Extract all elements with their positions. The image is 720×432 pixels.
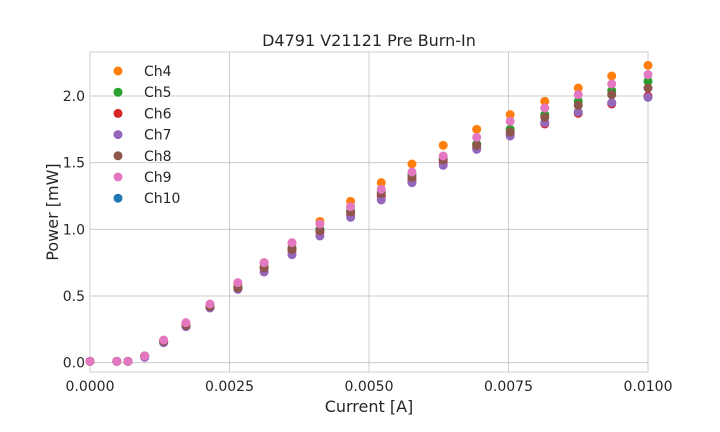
legend-item: Ch9	[113, 170, 172, 186]
y-tick-label: 1.5	[63, 156, 85, 172]
legend-marker	[113, 130, 123, 140]
data-point	[472, 132, 482, 142]
data-point	[643, 60, 653, 70]
x-tick-label: 0.0100	[624, 379, 673, 395]
data-point	[438, 151, 448, 161]
legend-marker	[113, 193, 123, 203]
data-point	[438, 140, 448, 150]
data-point	[607, 71, 617, 81]
data-point	[233, 278, 243, 288]
data-point	[540, 112, 550, 122]
data-point	[607, 98, 617, 108]
data-point	[259, 258, 269, 268]
data-point	[123, 356, 133, 366]
legend-label: Ch8	[144, 149, 172, 165]
y-tick-label: 0.5	[63, 289, 85, 305]
data-point	[540, 103, 550, 113]
data-point	[573, 90, 583, 100]
legend-item: Ch10	[113, 191, 180, 207]
data-point	[315, 219, 325, 229]
x-tick-label: 0.0050	[345, 379, 394, 395]
legend-item: Ch5	[113, 85, 172, 101]
x-tick-labels: 0.0000 0.0025 0.0050 0.0075 0.0100	[66, 379, 673, 395]
y-tick-label: 1.0	[63, 222, 85, 238]
data-point	[643, 70, 653, 80]
data-point	[346, 202, 356, 212]
data-point	[407, 159, 417, 169]
legend-label: Ch5	[144, 85, 172, 101]
data-point	[376, 195, 386, 205]
x-tick-label: 0.0025	[205, 379, 254, 395]
y-tick-label: 0.0	[63, 356, 85, 372]
x-axis-label: Current [A]	[325, 397, 414, 416]
legend-marker	[113, 66, 123, 76]
data-point	[540, 96, 550, 106]
y-axis-label: Power [mW]	[43, 163, 62, 260]
legend-item: Ch8	[113, 149, 172, 165]
data-point	[407, 167, 417, 177]
data-point	[643, 83, 653, 93]
data-point	[287, 244, 297, 254]
legend-marker	[113, 87, 123, 97]
data-point	[205, 299, 215, 309]
x-tick-label: 0.0075	[484, 379, 533, 395]
data-points	[85, 60, 653, 366]
data-point	[85, 356, 95, 366]
data-point	[573, 100, 583, 110]
legend-label: Ch10	[144, 191, 180, 207]
legend-item: Ch6	[113, 106, 172, 122]
axes-border	[89, 51, 649, 373]
data-point	[315, 226, 325, 236]
data-point	[573, 107, 583, 117]
legend-item: Ch7	[113, 128, 172, 144]
series-ch9	[85, 70, 653, 366]
data-point	[607, 79, 617, 89]
data-point	[472, 140, 482, 150]
legend-label: Ch6	[144, 106, 172, 122]
legend-label: Ch4	[144, 64, 172, 80]
data-point	[376, 184, 386, 194]
data-point	[112, 356, 122, 366]
data-point	[287, 238, 297, 248]
data-point	[376, 178, 386, 188]
data-point	[505, 127, 515, 137]
data-point	[140, 351, 150, 361]
legend-marker	[113, 108, 123, 118]
data-point	[643, 76, 653, 86]
data-point	[505, 110, 515, 120]
legend-marker	[113, 172, 123, 182]
data-point	[472, 124, 482, 134]
data-point	[181, 318, 191, 328]
data-point	[643, 92, 653, 102]
data-point	[505, 116, 515, 126]
data-point	[573, 83, 583, 93]
legend-label: Ch7	[144, 128, 172, 144]
data-point	[159, 335, 169, 345]
y-tick-label: 2.0	[63, 89, 85, 105]
chart-title: D4791 V21121 Pre Burn-In	[262, 31, 476, 50]
x-tick-label: 0.0000	[66, 379, 115, 395]
data-point	[607, 90, 617, 100]
legend-label: Ch9	[144, 170, 172, 186]
y-tick-labels: 0.0 0.5 1.0 1.5 2.0	[63, 89, 85, 372]
legend-item: Ch4	[113, 64, 172, 80]
legend-marker	[113, 151, 123, 161]
legend: Ch4 Ch5 Ch6 Ch7 Ch8 Ch9 Ch10	[113, 64, 180, 207]
axes-frame	[89, 51, 649, 373]
